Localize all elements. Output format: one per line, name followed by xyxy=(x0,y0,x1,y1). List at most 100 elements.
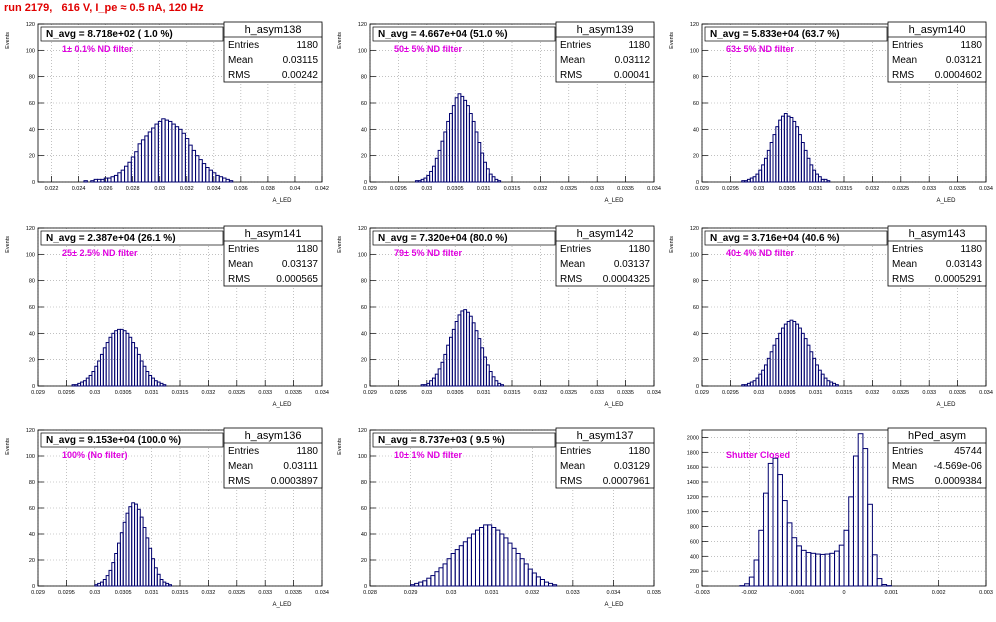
stats-label: RMS xyxy=(228,274,251,285)
histogram-bin xyxy=(515,553,521,587)
histogram-bin xyxy=(225,178,230,183)
x-tick-label: 0.031 xyxy=(485,590,499,596)
stats-value: 0.000565 xyxy=(276,274,318,285)
x-tick-label: 0.0295 xyxy=(58,590,75,596)
x-tick-label: 0.034 xyxy=(647,186,661,192)
x-tick-label: 0.029 xyxy=(363,390,377,396)
histogram-bin xyxy=(552,584,558,587)
histogram-bin xyxy=(162,384,167,387)
x-tick-label: 0.03 xyxy=(421,390,432,396)
y-tick-label: 0 xyxy=(696,584,699,590)
stats-value: 0.0004602 xyxy=(935,70,983,81)
histogram-bin xyxy=(107,177,112,183)
x-tick-label: 0.0305 xyxy=(447,186,464,192)
histogram-bin xyxy=(140,139,146,183)
stats-label: Mean xyxy=(892,55,917,66)
histogram-bin xyxy=(826,180,831,183)
histogram-bin xyxy=(124,165,129,183)
stats-value: 45744 xyxy=(954,446,982,457)
histogram-bin xyxy=(93,178,99,183)
histogram-bin xyxy=(430,575,436,587)
histogram-bin xyxy=(414,582,420,587)
histogram-bin xyxy=(168,120,173,183)
y-tick-label: 60 xyxy=(361,506,367,512)
x-tick-label: -0.001 xyxy=(789,590,805,596)
stats-box xyxy=(555,427,655,489)
y-tick-label: 2000 xyxy=(687,435,699,441)
stats-label: RMS xyxy=(560,274,583,285)
histogram-bin xyxy=(184,138,190,183)
y-tick-label: 60 xyxy=(361,305,367,311)
histogram-bin xyxy=(791,537,798,587)
histogram-bins xyxy=(741,319,839,387)
y-tick-label: 1200 xyxy=(687,495,699,501)
x-tick-label: 0.032 xyxy=(202,590,216,596)
filter-text: 79± 5% ND filter xyxy=(394,248,462,258)
stats-label: RMS xyxy=(228,70,251,81)
histogram-bin xyxy=(438,567,444,587)
x-axis-label: A_LED xyxy=(272,198,292,204)
x-tick-label: 0.0295 xyxy=(722,186,739,192)
x-tick-label: 0.0325 xyxy=(892,186,909,192)
y-axis-label: Events xyxy=(337,438,343,455)
x-tick-label: 0.0295 xyxy=(722,390,739,396)
x-tick-label: 0.022 xyxy=(45,186,59,192)
y-tick-label: 80 xyxy=(361,279,367,285)
navg-text: N_avg = 4.667e+04 (51.0 %) xyxy=(378,29,508,40)
histogram-bin xyxy=(772,457,779,587)
histogram-bin xyxy=(852,455,859,587)
stats-label: Mean xyxy=(228,55,253,66)
y-axis-label: Events xyxy=(5,438,11,455)
histogram-pad: 0.029 0.0295 0.03 0.0305 0.031 0.0315 0.032 0.0… xyxy=(5,427,329,608)
x-tick-label: 0.034 xyxy=(315,590,329,596)
x-tick-label: 0.0305 xyxy=(115,590,132,596)
y-axis-label: Events xyxy=(337,32,343,49)
histogram-bin xyxy=(442,563,448,587)
histogram-bin xyxy=(763,492,769,587)
x-axis-label: A_LED xyxy=(272,402,292,408)
x-tick-label: 0.0325 xyxy=(560,186,577,192)
y-tick-label: 0 xyxy=(32,384,35,390)
x-tick-label: 0.028 xyxy=(126,186,140,192)
y-tick-label: 60 xyxy=(29,101,35,107)
histogram-bin xyxy=(422,580,428,587)
y-tick-label: 20 xyxy=(693,154,699,160)
stats-value: 0.03143 xyxy=(946,259,983,270)
navg-box xyxy=(704,26,888,42)
stats-value: -4.569e-06 xyxy=(934,461,983,472)
histogram-bin xyxy=(215,174,220,183)
y-tick-label: 20 xyxy=(361,154,367,160)
filter-text: 1± 0.1% ND filter xyxy=(62,44,133,54)
histogram-bin xyxy=(834,550,840,587)
x-tick-label: 0.032 xyxy=(180,186,194,192)
histogram-bin xyxy=(83,180,88,183)
x-tick-label: 0.032 xyxy=(525,590,539,596)
histogram-pad: 0.029 0.0295 0.03 0.0305 0.031 0.0315 0.032 0.0… xyxy=(669,225,993,408)
stats-title: hPed_asym xyxy=(908,430,966,442)
histogram-bin xyxy=(495,529,501,587)
stats-title: h_asym143 xyxy=(909,228,966,240)
stats-box xyxy=(887,225,987,287)
navg-box xyxy=(372,230,556,246)
x-tick-label: 0.033 xyxy=(258,590,272,596)
y-tick-label: 120 xyxy=(358,226,367,232)
stats-label: Entries xyxy=(560,244,591,255)
stats-value: 1180 xyxy=(628,244,650,255)
navg-box xyxy=(40,230,224,246)
navg-text: N_avg = 2.387e+04 (26.1 %) xyxy=(46,233,176,244)
histogram-bin xyxy=(418,581,424,587)
histogram-bins xyxy=(410,524,558,587)
x-tick-label: 0.029 xyxy=(695,186,709,192)
y-tick-label: 80 xyxy=(693,75,699,81)
histogram-bin xyxy=(491,527,497,587)
y-tick-label: 120 xyxy=(26,226,35,232)
stats-value: 1180 xyxy=(296,446,318,457)
histogram-bin xyxy=(208,169,213,183)
x-tick-label: 0.03 xyxy=(446,590,457,596)
x-tick-label: 0.029 xyxy=(31,590,45,596)
stats-title: h_asym139 xyxy=(577,24,634,36)
histogram-pad: 0.029 0.0295 0.03 0.0305 0.031 0.0315 0.032 0.0… xyxy=(337,21,661,204)
navg-text: N_avg = 7.320e+04 (80.0 %) xyxy=(378,233,508,244)
histogram-bin xyxy=(154,123,159,183)
histogram-bin xyxy=(548,582,554,587)
